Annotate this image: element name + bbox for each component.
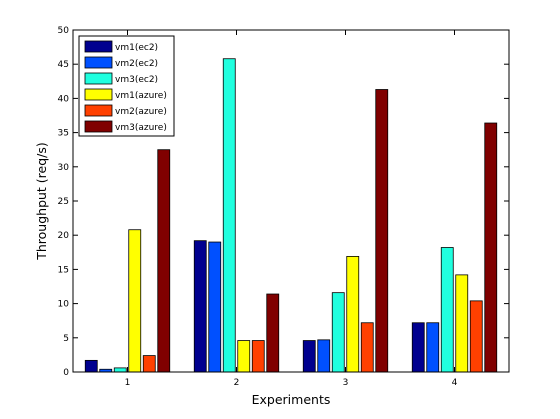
legend-swatch [84, 120, 113, 133]
bar-vm3(azure)-exp-4 [484, 122, 498, 373]
bar-vm3(azure)-exp-3 [375, 89, 389, 373]
bar-vm1(ec2)-exp-3 [302, 340, 316, 373]
bar-vm1(azure)-exp-1 [128, 229, 142, 373]
legend-label: vm3(ec2) [115, 75, 158, 85]
bar-vm1(azure)-exp-2 [237, 340, 251, 373]
x-tick-label: 4 [452, 378, 458, 388]
legend: vm1(ec2) vm2(ec2) vm3(ec2) vm1(azure) vm2(az… [78, 35, 175, 137]
bar-vm1(ec2)-exp-4 [411, 322, 425, 373]
y-axis-title: Throughput (req/s) [34, 142, 49, 261]
bar-vm3(azure)-exp-1 [157, 149, 171, 373]
legend-swatch [84, 56, 113, 69]
x-tick-label: 3 [343, 378, 349, 388]
bar-vm2(ec2)-exp-2 [208, 241, 222, 373]
bar-vm3(ec2)-exp-1 [113, 367, 127, 373]
legend-label: vm1(ec2) [115, 43, 158, 53]
bar-vm2(azure)-exp-3 [360, 322, 374, 373]
legend-label: vm2(azure) [115, 107, 167, 117]
y-axis: 0 5 10 15 20 25 30 35 40 45 50 [58, 26, 509, 378]
y-tick-label: 30 [58, 163, 70, 173]
bar-vm2(azure)-exp-2 [251, 340, 265, 373]
bar-vm3(ec2)-exp-3 [331, 292, 345, 373]
y-tick-label: 0 [63, 368, 69, 378]
bar-vm2(ec2)-exp-3 [317, 339, 331, 373]
legend-swatch [84, 72, 113, 85]
y-tick-label: 50 [58, 26, 70, 36]
bar-vm1(ec2)-exp-2 [193, 240, 207, 373]
bar-vm3(ec2)-exp-4 [440, 247, 454, 373]
y-tick-label: 25 [58, 197, 69, 207]
bar-vm1(azure)-exp-3 [346, 255, 360, 373]
legend-label: vm1(azure) [115, 91, 167, 101]
bar-vm3(azure)-exp-2 [266, 293, 280, 373]
bar-vm1(ec2)-exp-1 [84, 359, 98, 373]
bar-vm3(ec2)-exp-2 [222, 58, 236, 373]
y-tick-label: 40 [58, 94, 70, 104]
y-tick-label: 10 [58, 300, 70, 310]
legend-box [78, 35, 175, 137]
x-tick-label: 2 [234, 378, 240, 388]
legend-swatch [84, 104, 113, 117]
y-tick-label: 20 [58, 231, 70, 241]
legend-label: vm3(azure) [115, 123, 167, 133]
legend-swatch [84, 88, 113, 101]
bars-layer [84, 58, 498, 373]
x-axis: 1 2 3 4 [125, 30, 458, 388]
legend-swatch [84, 40, 113, 53]
bar-vm2(azure)-exp-4 [469, 300, 483, 373]
y-tick-label: 5 [63, 334, 69, 344]
y-tick-label: 35 [58, 129, 69, 139]
bar-vm2(azure)-exp-1 [142, 355, 156, 373]
y-tick-label: 45 [58, 60, 69, 70]
bar-vm2(ec2)-exp-4 [426, 322, 440, 373]
x-axis-title: Experiments [252, 392, 331, 407]
y-tick-label: 15 [58, 265, 69, 275]
bar-vm1(azure)-exp-4 [455, 274, 469, 373]
legend-label: vm2(ec2) [115, 59, 158, 69]
x-tick-label: 1 [125, 378, 131, 388]
